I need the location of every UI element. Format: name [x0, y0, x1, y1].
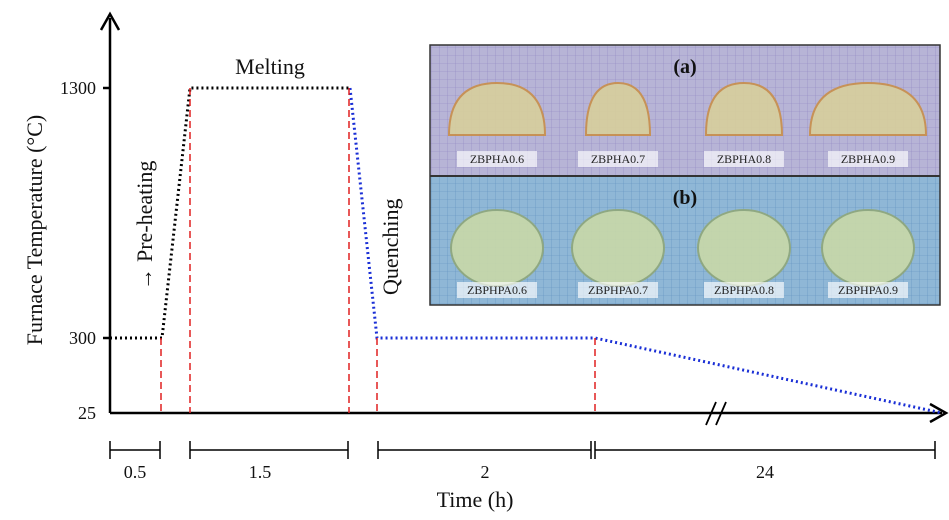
duration-label: 24	[756, 462, 774, 482]
sample-label: ZBPHPA0.9	[838, 283, 898, 297]
sample-label: ZBPHPA0.7	[588, 283, 648, 297]
glass-sample	[572, 210, 664, 286]
arrow-icon: →	[132, 268, 157, 290]
sample-label: ZBPHPA0.8	[714, 283, 774, 297]
glass-sample	[698, 210, 790, 286]
y-tick-label: 300	[69, 328, 96, 348]
sample-photo: (a) ZBPHA0.6 ZBPHA0.7 ZBPHA0.8 ZBPHA0.9 (b) ZB…	[430, 45, 940, 305]
y-tick-label: 25	[78, 403, 96, 423]
duration-label: 2	[481, 462, 490, 482]
glass-sample	[822, 210, 914, 286]
sample-label: ZBPHA0.9	[841, 152, 895, 166]
x-axis-label: Time (h)	[437, 487, 514, 512]
y-tick-label: 1300	[60, 78, 96, 98]
sample-label: ZBPHA0.6	[470, 152, 524, 166]
stage-label: Quenching	[378, 198, 403, 295]
sample-label: ZBPHA0.7	[591, 152, 645, 166]
sample-label: ZBPHA0.8	[717, 152, 771, 166]
duration-label: 0.5	[124, 462, 147, 482]
glass-sample	[451, 210, 543, 286]
panel-label: (b)	[673, 187, 697, 209]
stage-label: Melting	[235, 54, 305, 79]
y-axis-label: Furnace Temperature (°C)	[22, 115, 47, 345]
duration-brackets	[110, 441, 935, 459]
panel-label: (a)	[673, 56, 696, 78]
duration-label: 1.5	[249, 462, 272, 482]
stage-label: Pre-heating	[132, 161, 157, 262]
sample-label: ZBPHPA0.6	[467, 283, 527, 297]
diagram: 1300 300 25 Furnace Temperature (°C) Tim…	[0, 0, 949, 520]
